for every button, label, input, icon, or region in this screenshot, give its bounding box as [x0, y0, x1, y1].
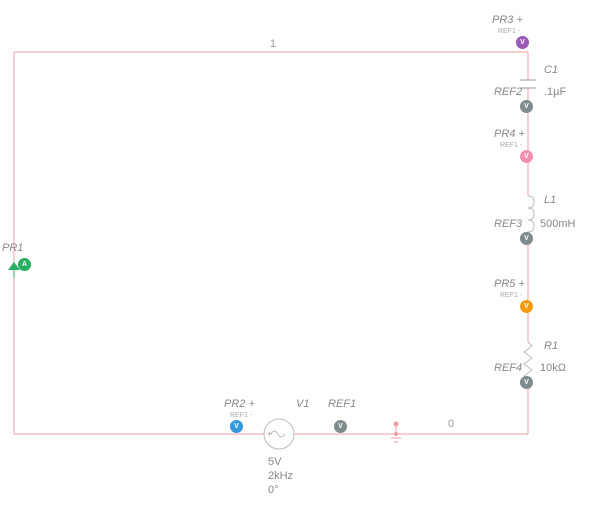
ref3-badge: V	[520, 232, 533, 245]
schematic-canvas: +	[0, 0, 603, 510]
pr5-sub: REF1 -	[500, 292, 522, 299]
node-1-label: 1	[270, 38, 276, 50]
pr1-label: PR1	[2, 242, 23, 254]
svg-text:+: +	[267, 429, 272, 439]
r1-value: 10kΩ	[540, 362, 566, 374]
ref3-label: REF3	[494, 218, 522, 230]
ref2-badge: V	[520, 100, 533, 113]
v1-amp: 5V	[268, 456, 281, 468]
inductor-symbol	[528, 196, 534, 236]
pr4-label: PR4 +	[494, 128, 525, 140]
v1-phase: 0°	[268, 484, 279, 496]
ref4-label: REF4	[494, 362, 522, 374]
ref1-label: REF1	[328, 398, 356, 410]
pr4-sub: REF1 -	[500, 142, 522, 149]
l1-value: 500mH	[540, 218, 575, 230]
pr2-label: PR2 +	[224, 398, 255, 410]
pr2-badge: V	[230, 420, 243, 433]
ref2-label: REF2	[494, 86, 522, 98]
node-0-label: 0	[448, 418, 454, 430]
ref1-badge: V	[334, 420, 347, 433]
pr5-badge: V	[520, 300, 533, 313]
pr2-sub: REF1 -	[230, 412, 252, 419]
pr5-label: PR5 +	[494, 278, 525, 290]
c1-name: C1	[544, 64, 558, 76]
ref4-badge: V	[520, 376, 533, 389]
resistor-symbol	[524, 342, 532, 380]
pr3-sub: REF1 -	[498, 28, 520, 35]
r1-name: R1	[544, 340, 558, 352]
pr1-badge: A	[18, 258, 31, 271]
pr4-badge: V	[520, 150, 533, 163]
l1-name: L1	[544, 194, 556, 206]
v1-freq: 2kHz	[268, 470, 293, 482]
capacitor-symbol	[520, 74, 536, 94]
source-symbol: +	[264, 419, 294, 449]
c1-value: .1µF	[544, 86, 566, 98]
v1-name: V1	[296, 398, 309, 410]
pr3-label: PR3 +	[492, 14, 523, 26]
pr3-badge: V	[516, 36, 529, 49]
